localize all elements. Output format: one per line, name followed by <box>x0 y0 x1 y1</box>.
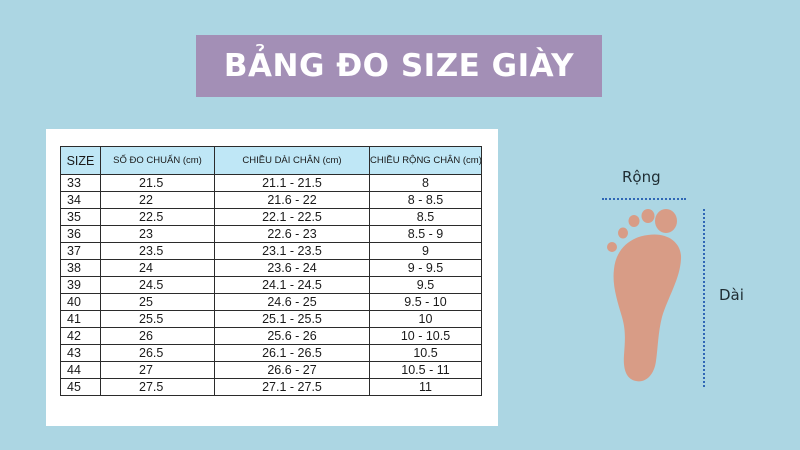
toe-fourth <box>618 227 628 239</box>
cell-length: 25.1 - 25.5 <box>214 310 370 328</box>
size-chart-card: SIZE SỐ ĐO CHUẨN (cm) CHIỀU DÀI CHÂN (cm… <box>46 129 498 426</box>
cell-size: 33 <box>60 174 101 192</box>
cell-size: 35 <box>60 208 101 226</box>
cell-size: 41 <box>60 310 101 328</box>
header-length: CHIỀU DÀI CHÂN (cm) <box>214 146 370 175</box>
cell-standard: 22 <box>100 191 215 209</box>
foot-icon <box>607 209 682 382</box>
cell-width: 9.5 <box>369 276 482 294</box>
toe-little <box>607 242 617 252</box>
cell-width: 9 - 9.5 <box>369 259 482 277</box>
cell-standard: 26.5 <box>100 344 215 362</box>
cell-size: 39 <box>60 276 101 294</box>
cell-width: 8 <box>369 174 482 192</box>
page-title: BẢNG ĐO SIZE GIÀY <box>196 35 602 97</box>
header-width: CHIỀU RỘNG CHÂN (cm) <box>369 146 482 175</box>
cell-width: 10.5 <box>369 344 482 362</box>
length-measure-line <box>703 209 705 387</box>
toe-third <box>628 215 640 227</box>
table-row: 35 22.5 22.1 - 22.5 8.5 <box>60 208 482 226</box>
table-row: 40 25 24.6 - 25 9.5 - 10 <box>60 293 482 311</box>
cell-width: 9.5 - 10 <box>369 293 482 311</box>
foot-sole <box>613 234 682 382</box>
cell-length: 21.1 - 21.5 <box>214 174 370 192</box>
cell-standard: 21.5 <box>100 174 215 192</box>
width-label: Rộng <box>622 168 661 186</box>
cell-standard: 25.5 <box>100 310 215 328</box>
cell-size: 43 <box>60 344 101 362</box>
cell-standard: 27 <box>100 361 215 379</box>
length-label: Dài <box>719 286 744 304</box>
cell-width: 10 <box>369 310 482 328</box>
cell-length: 27.1 - 27.5 <box>214 378 370 396</box>
header-size: SIZE <box>60 146 101 175</box>
cell-standard: 23 <box>100 225 215 243</box>
table-header-row: SIZE SỐ ĐO CHUẨN (cm) CHIỀU DÀI CHÂN (cm… <box>60 146 482 175</box>
table-row: 33 21.5 21.1 - 21.5 8 <box>60 174 482 192</box>
table-row: 34 22 21.6 - 22 8 - 8.5 <box>60 191 482 209</box>
table-row: 45 27.5 27.1 - 27.5 11 <box>60 378 482 396</box>
table-row: 41 25.5 25.1 - 25.5 10 <box>60 310 482 328</box>
table-row: 44 27 26.6 - 27 10.5 - 11 <box>60 361 482 379</box>
cell-width: 8 - 8.5 <box>369 191 482 209</box>
cell-width: 10.5 - 11 <box>369 361 482 379</box>
table-row: 42 26 25.6 - 26 10 - 10.5 <box>60 327 482 345</box>
cell-standard: 25 <box>100 293 215 311</box>
cell-width: 11 <box>369 378 482 396</box>
cell-standard: 22.5 <box>100 208 215 226</box>
cell-length: 23.1 - 23.5 <box>214 242 370 260</box>
cell-length: 25.6 - 26 <box>214 327 370 345</box>
cell-width: 9 <box>369 242 482 260</box>
cell-standard: 24.5 <box>100 276 215 294</box>
table-row: 37 23.5 23.1 - 23.5 9 <box>60 242 482 260</box>
cell-size: 37 <box>60 242 101 260</box>
cell-length: 22.1 - 22.5 <box>214 208 370 226</box>
cell-size: 34 <box>60 191 101 209</box>
cell-size: 38 <box>60 259 101 277</box>
header-standard: SỐ ĐO CHUẨN (cm) <box>100 146 215 175</box>
table-row: 38 24 23.6 - 24 9 - 9.5 <box>60 259 482 277</box>
table-row: 43 26.5 26.1 - 26.5 10.5 <box>60 344 482 362</box>
cell-standard: 27.5 <box>100 378 215 396</box>
cell-standard: 24 <box>100 259 215 277</box>
size-chart-table: SIZE SỐ ĐO CHUẨN (cm) CHIỀU DÀI CHÂN (cm… <box>60 146 482 396</box>
cell-length: 26.1 - 26.5 <box>214 344 370 362</box>
cell-standard: 26 <box>100 327 215 345</box>
cell-length: 23.6 - 24 <box>214 259 370 277</box>
cell-length: 24.6 - 25 <box>214 293 370 311</box>
cell-length: 22.6 - 23 <box>214 225 370 243</box>
cell-length: 21.6 - 22 <box>214 191 370 209</box>
cell-width: 10 - 10.5 <box>369 327 482 345</box>
cell-length: 24.1 - 24.5 <box>214 276 370 294</box>
toe-second <box>641 209 655 223</box>
cell-standard: 23.5 <box>100 242 215 260</box>
cell-size: 40 <box>60 293 101 311</box>
cell-size: 44 <box>60 361 101 379</box>
width-measure-line <box>602 198 686 200</box>
cell-width: 8.5 <box>369 208 482 226</box>
table-row: 36 23 22.6 - 23 8.5 - 9 <box>60 225 482 243</box>
toe-big <box>655 209 677 233</box>
cell-width: 8.5 - 9 <box>369 225 482 243</box>
cell-size: 45 <box>60 378 101 396</box>
cell-size: 42 <box>60 327 101 345</box>
table-row: 39 24.5 24.1 - 24.5 9.5 <box>60 276 482 294</box>
cell-length: 26.6 - 27 <box>214 361 370 379</box>
cell-size: 36 <box>60 225 101 243</box>
